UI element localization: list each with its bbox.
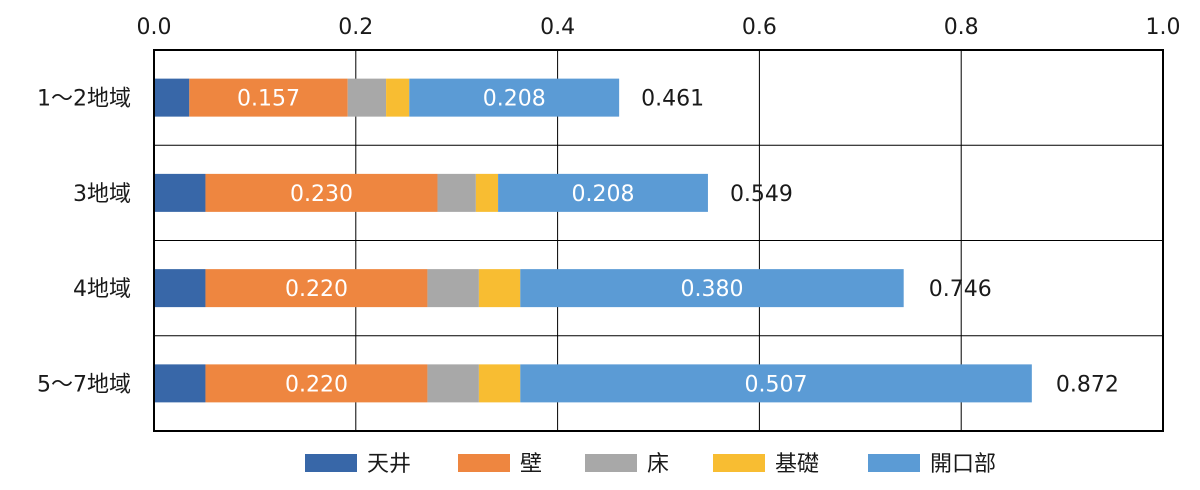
- legend-swatch: [713, 454, 765, 472]
- legend-label: 天井: [367, 452, 411, 477]
- x-tick-label: 0.6: [742, 15, 777, 40]
- x-tick-label: 0.2: [338, 15, 373, 40]
- x-tick-label: 0.8: [944, 15, 979, 40]
- category-label: 4地域: [73, 277, 131, 302]
- segment-value-label: 0.380: [680, 277, 743, 302]
- bar-segment: [498, 173, 708, 212]
- bar-segment: [427, 269, 479, 308]
- bar-segment: [154, 364, 206, 403]
- segment-value-label: 0.230: [290, 182, 353, 207]
- legend-label: 基礎: [775, 452, 819, 477]
- segment-value-label: 0.208: [483, 87, 546, 112]
- category-label: 5〜7地域: [37, 372, 131, 397]
- bar-segment: [205, 364, 428, 403]
- x-tick-label: 0.0: [137, 15, 172, 40]
- bar-segment: [478, 269, 521, 308]
- legend-swatch: [868, 454, 920, 472]
- segment-value-label: 0.220: [285, 277, 348, 302]
- total-value-label: 0.461: [641, 87, 704, 112]
- bar-segment: [189, 78, 348, 117]
- bar-segment: [478, 364, 521, 403]
- bar-segment: [154, 78, 190, 117]
- segment-value-label: 0.507: [745, 372, 808, 397]
- bar-segment: [386, 78, 410, 117]
- category-label: 3地域: [73, 182, 131, 207]
- total-value-label: 0.549: [730, 182, 793, 207]
- bar-segment: [154, 173, 206, 212]
- x-tick-label: 0.4: [540, 15, 575, 40]
- legend-label: 壁: [520, 452, 542, 477]
- segment-value-label: 0.208: [572, 182, 635, 207]
- labels: 0.0 0.2 0.4 0.6 0.8 1.0 0.157 0.208 0.461 1〜2地域 0.…: [37, 15, 1181, 397]
- legend-swatch: [458, 454, 510, 472]
- bar-segment: [205, 269, 428, 308]
- legend-label: 床: [647, 452, 669, 477]
- bar-segment: [427, 364, 479, 403]
- segment-value-label: 0.157: [237, 87, 300, 112]
- plot-frame: [153, 49, 1164, 432]
- segment-value-label: 0.220: [285, 372, 348, 397]
- bar-segment: [205, 173, 438, 212]
- total-value-label: 0.746: [929, 277, 992, 302]
- legend: 天井 壁 床 基礎 開口部: [305, 452, 996, 477]
- bar-segment: [520, 364, 1032, 403]
- bar-segment: [409, 78, 620, 117]
- total-value-label: 0.872: [1056, 372, 1119, 397]
- bars: [154, 78, 1032, 403]
- legend-swatch: [305, 454, 357, 472]
- bar-segment: [347, 78, 387, 117]
- bar-segment: [437, 173, 476, 212]
- bar-segment: [520, 269, 904, 308]
- x-tick-label: 1.0: [1146, 15, 1181, 40]
- category-label: 1〜2地域: [37, 87, 131, 112]
- bar-segment: [475, 173, 499, 212]
- bar-segment: [154, 269, 206, 308]
- legend-label: 開口部: [930, 452, 996, 477]
- legend-swatch: [585, 454, 637, 472]
